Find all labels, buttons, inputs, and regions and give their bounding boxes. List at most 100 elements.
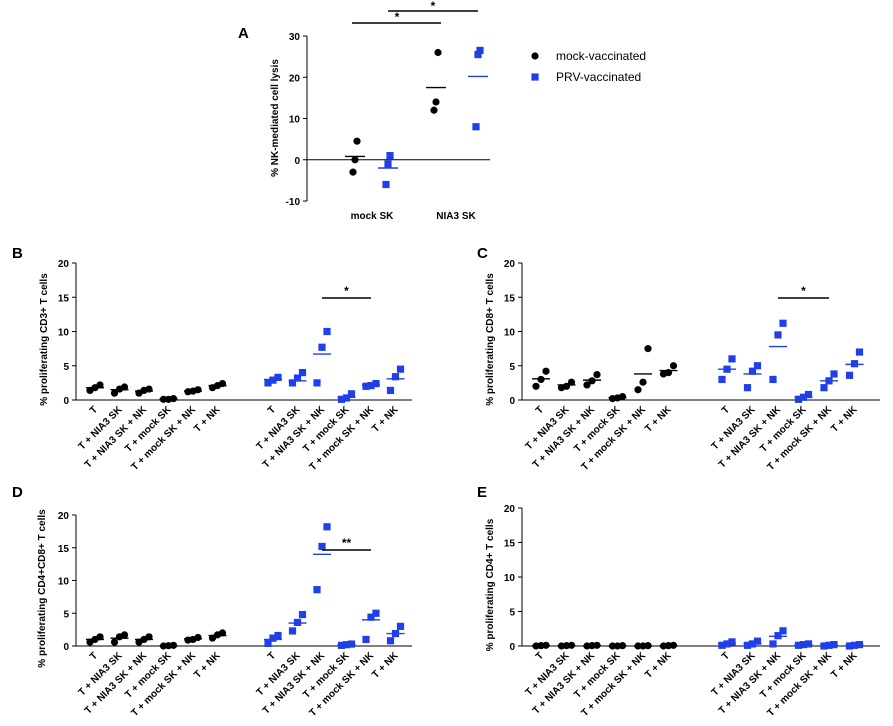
data-point-d	[264, 639, 272, 647]
x-group-label-a: mock SK	[351, 211, 395, 222]
data-point-c	[769, 375, 777, 384]
y-tick-label-a: 10	[289, 115, 301, 126]
x-tick-label-b: T	[266, 404, 278, 416]
data-point-b	[362, 382, 370, 390]
data-point-b	[337, 395, 346, 403]
data-point-c	[542, 367, 550, 375]
data-point-d	[274, 631, 282, 640]
data-point-c	[743, 384, 752, 392]
y-tick-label-b: 5	[63, 362, 69, 373]
panel-letter-b: B	[12, 245, 23, 262]
panel-letter-d: D	[12, 484, 23, 501]
data-point-a	[353, 137, 361, 145]
data-point-c	[779, 319, 787, 327]
data-point-c	[845, 371, 854, 379]
data-point-c	[748, 367, 757, 375]
y-tick-label-c: 10	[504, 328, 516, 339]
x-tick-label-b: T + NK	[192, 404, 223, 435]
data-point-b	[347, 390, 356, 398]
x-tick-label-e: T + NK	[829, 650, 860, 681]
data-point-b	[288, 379, 297, 387]
data-point-c	[608, 395, 617, 403]
data-point-d	[386, 637, 395, 645]
data-point-e	[779, 627, 787, 635]
data-point-c	[804, 390, 813, 399]
data-point-d	[208, 634, 217, 642]
data-point-c	[634, 386, 642, 394]
data-point-d	[298, 610, 307, 619]
y-tick-label-d: 5	[63, 609, 69, 620]
data-point-b	[293, 374, 302, 382]
data-point-a	[386, 152, 394, 160]
legend-label: mock-vaccinated	[556, 49, 646, 63]
data-point-c	[593, 371, 601, 379]
y-tick-label-e: 5	[509, 608, 515, 619]
data-point-c	[794, 395, 803, 403]
data-point-e	[753, 637, 762, 645]
x-tick-label-e: T	[534, 650, 546, 662]
y-tick-label-a: -10	[286, 197, 301, 208]
x-group-label-a: NIA3 SK	[436, 211, 476, 222]
data-point-c	[644, 345, 652, 353]
data-point-b	[313, 379, 321, 387]
data-point-a	[382, 180, 390, 189]
data-point-e	[718, 641, 726, 649]
data-point-a	[349, 168, 357, 176]
data-point-c	[583, 381, 591, 389]
data-point-a	[472, 123, 480, 131]
data-point-b	[298, 369, 307, 377]
x-tick-label-d: T	[88, 650, 100, 662]
y-tick-label-d: 15	[58, 544, 70, 555]
data-point-d	[288, 627, 297, 635]
data-point-c	[557, 384, 566, 392]
y-axis-label-e: % proliferating CD4+ T cells	[485, 518, 496, 651]
data-point-d	[323, 523, 331, 531]
data-point-a	[351, 156, 359, 164]
data-point-c	[718, 375, 726, 384]
data-point-d	[110, 638, 119, 646]
y-tick-label-d: 10	[58, 577, 70, 588]
x-tick-label-b: T + NK	[370, 404, 401, 435]
x-tick-label-d: T	[266, 650, 278, 662]
data-point-b	[318, 343, 326, 351]
y-axis-label-b: % proliferating CD3+ T cells	[39, 273, 50, 406]
x-tick-label-e: T + NK	[643, 650, 674, 681]
data-point-a	[434, 48, 442, 57]
y-tick-label-c: 20	[504, 259, 516, 270]
panel-letter-c: C	[477, 245, 488, 262]
data-point-c	[639, 378, 647, 386]
y-tick-label-a: 30	[289, 32, 301, 43]
significance-label-a: *	[395, 10, 400, 24]
y-tick-label-c: 0	[509, 396, 515, 407]
data-point-b	[274, 373, 282, 381]
data-point-c	[728, 355, 736, 363]
data-point-d	[115, 633, 124, 641]
y-axis-label-a: % NK-mediated cell lysis	[270, 59, 281, 177]
x-tick-label-b: T	[88, 404, 100, 416]
data-point-b	[372, 379, 380, 388]
y-tick-label-d: 20	[58, 511, 70, 522]
data-point-c	[567, 378, 576, 386]
y-tick-label-b: 10	[58, 328, 70, 339]
data-point-d	[184, 636, 192, 644]
panel-letter-e: E	[477, 484, 487, 501]
data-point-a	[476, 46, 484, 55]
data-point-b	[323, 327, 331, 336]
y-axis-label-d: % proliferating CD4+CD8+ T cells	[37, 509, 48, 668]
data-point-d	[318, 542, 326, 551]
y-tick-label-d: 0	[63, 642, 69, 653]
data-point-d	[367, 613, 375, 621]
x-tick-label-d: T + NK	[370, 650, 401, 681]
y-tick-label-e: 0	[509, 642, 515, 653]
data-point-d	[362, 635, 370, 644]
data-point-a	[384, 160, 392, 168]
data-point-d	[396, 622, 405, 630]
data-point-c	[820, 384, 828, 392]
x-tick-label-c: T + NK	[643, 404, 674, 435]
panel-letter-a: A	[238, 25, 249, 42]
data-point-b	[86, 386, 94, 395]
data-point-d	[269, 634, 277, 642]
x-tick-label-c: T	[720, 404, 732, 416]
data-point-e	[728, 638, 736, 646]
